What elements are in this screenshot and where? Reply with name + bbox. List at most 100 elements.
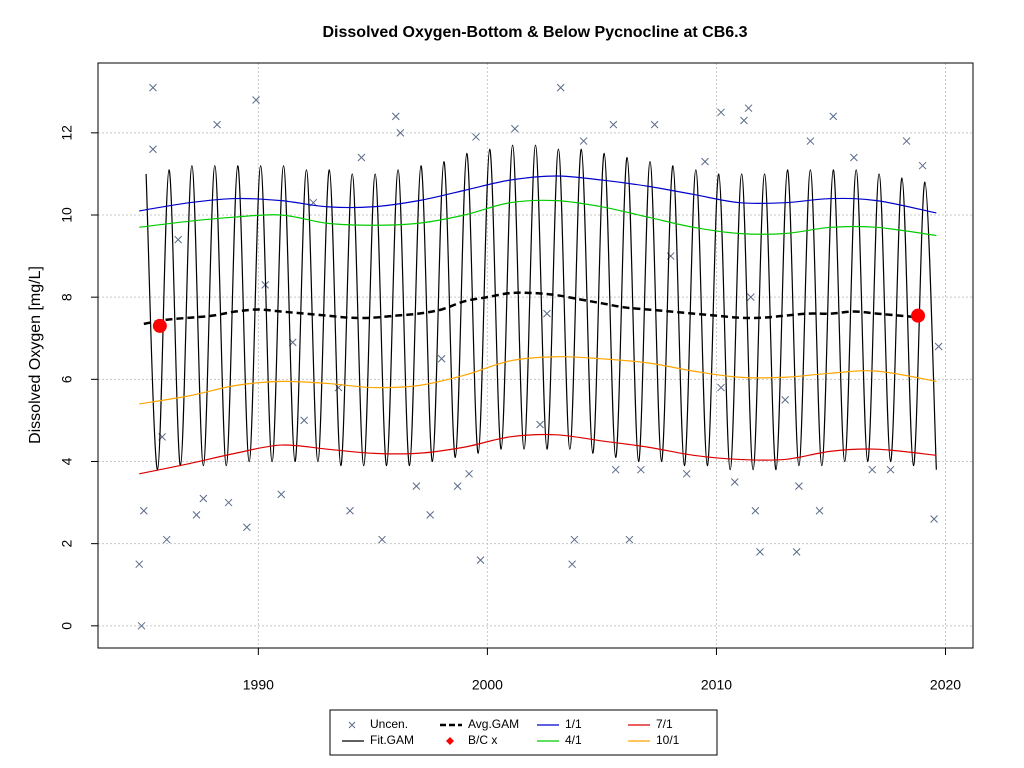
x-symbol bbox=[453, 482, 462, 490]
x-symbol bbox=[252, 96, 260, 104]
legend-label: B/C x bbox=[468, 733, 497, 747]
data-point bbox=[199, 494, 208, 503]
plot-frame bbox=[97, 62, 974, 649]
x-symbol bbox=[511, 124, 519, 133]
legend-item: B/C x bbox=[446, 733, 497, 747]
x-symbol bbox=[806, 137, 815, 145]
legend-label: Fit.GAM bbox=[370, 733, 414, 747]
x-symbol bbox=[570, 535, 579, 544]
data-point bbox=[412, 482, 421, 490]
x-symbol bbox=[396, 128, 405, 137]
data-point bbox=[868, 465, 877, 474]
data-point bbox=[829, 112, 838, 121]
x-symbol bbox=[918, 161, 927, 170]
x-symbol bbox=[625, 535, 634, 544]
x-symbol bbox=[611, 465, 620, 474]
x-symbol bbox=[934, 342, 943, 351]
series-line bbox=[139, 356, 937, 405]
x-symbol bbox=[717, 383, 725, 392]
legend-item: Uncen. bbox=[348, 717, 408, 731]
data-point bbox=[152, 318, 167, 333]
data-point bbox=[192, 511, 201, 519]
data-point bbox=[792, 548, 801, 556]
x-symbol bbox=[137, 621, 146, 630]
data-point bbox=[751, 506, 760, 515]
data-point bbox=[162, 535, 171, 544]
y-tick-label: 8 bbox=[59, 293, 75, 301]
data-point bbox=[213, 120, 221, 129]
data-point bbox=[426, 511, 434, 519]
x-symbol bbox=[886, 465, 895, 474]
x-symbol bbox=[556, 83, 565, 92]
x-symbol bbox=[213, 120, 221, 129]
x-symbol bbox=[868, 465, 877, 474]
data-point bbox=[568, 560, 577, 569]
x-symbol bbox=[348, 721, 356, 729]
x-symbol bbox=[412, 482, 421, 490]
data-point bbox=[911, 308, 926, 323]
data-point bbox=[137, 621, 146, 630]
x-symbol bbox=[568, 560, 577, 569]
x-symbol bbox=[476, 556, 485, 564]
legend-label: 1/1 bbox=[565, 717, 582, 731]
y-tick-label: 10 bbox=[59, 207, 75, 223]
x-symbol bbox=[717, 108, 725, 117]
x-symbol bbox=[437, 354, 446, 363]
data-point bbox=[934, 342, 943, 351]
x-symbol bbox=[795, 482, 803, 490]
legend-label: Avg.GAM bbox=[468, 717, 519, 731]
x-symbol bbox=[224, 498, 233, 507]
legend-label: 4/1 bbox=[565, 733, 582, 747]
data-point bbox=[717, 383, 725, 392]
x-symbol bbox=[815, 506, 824, 515]
x-symbol bbox=[149, 83, 157, 92]
y-tick-label: 4 bbox=[59, 457, 75, 465]
x-symbol bbox=[149, 145, 157, 154]
x-symbol bbox=[746, 293, 755, 302]
data-point bbox=[746, 293, 755, 302]
data-point bbox=[453, 482, 462, 490]
data-point bbox=[174, 235, 183, 244]
x-symbol bbox=[378, 535, 386, 544]
data-point bbox=[149, 145, 157, 154]
legend-item: 7/1 bbox=[628, 717, 673, 731]
x-symbol bbox=[781, 396, 790, 404]
chart-title: Dissolved Oxygen-Bottom & Below Pycnocli… bbox=[323, 24, 748, 41]
y-tick-label: 2 bbox=[59, 540, 75, 548]
x-symbol bbox=[174, 235, 183, 244]
x-symbol bbox=[930, 515, 938, 523]
x-symbol bbox=[465, 469, 473, 478]
data-point bbox=[357, 153, 366, 162]
y-tick-label: 6 bbox=[59, 375, 75, 383]
data-point bbox=[740, 116, 748, 125]
data-point bbox=[536, 420, 544, 429]
legend-label: 7/1 bbox=[656, 717, 673, 731]
data-point bbox=[815, 506, 824, 515]
series-line bbox=[139, 175, 937, 214]
x-symbol bbox=[792, 548, 801, 556]
x-symbol bbox=[391, 112, 400, 121]
data-point bbox=[609, 120, 618, 129]
x-symbol bbox=[637, 465, 645, 474]
series-line bbox=[139, 433, 937, 475]
data-point bbox=[611, 465, 620, 474]
data-point bbox=[346, 506, 354, 515]
data-point bbox=[391, 112, 400, 121]
data-point bbox=[543, 309, 551, 318]
x-tick-label: 2010 bbox=[701, 677, 732, 693]
x-symbol bbox=[751, 506, 760, 515]
series-line bbox=[145, 144, 937, 471]
data-point bbox=[277, 490, 286, 499]
x-symbol bbox=[139, 506, 148, 515]
data-point bbox=[224, 498, 233, 507]
x-symbol bbox=[357, 153, 366, 162]
data-point bbox=[650, 120, 659, 129]
x-symbol bbox=[740, 116, 748, 125]
x-symbol bbox=[192, 511, 201, 519]
data-point bbox=[637, 465, 645, 474]
data-point bbox=[570, 535, 579, 544]
y-tick-label: 12 bbox=[59, 125, 75, 141]
data-point bbox=[625, 535, 634, 544]
legend-item: 1/1 bbox=[537, 717, 582, 731]
